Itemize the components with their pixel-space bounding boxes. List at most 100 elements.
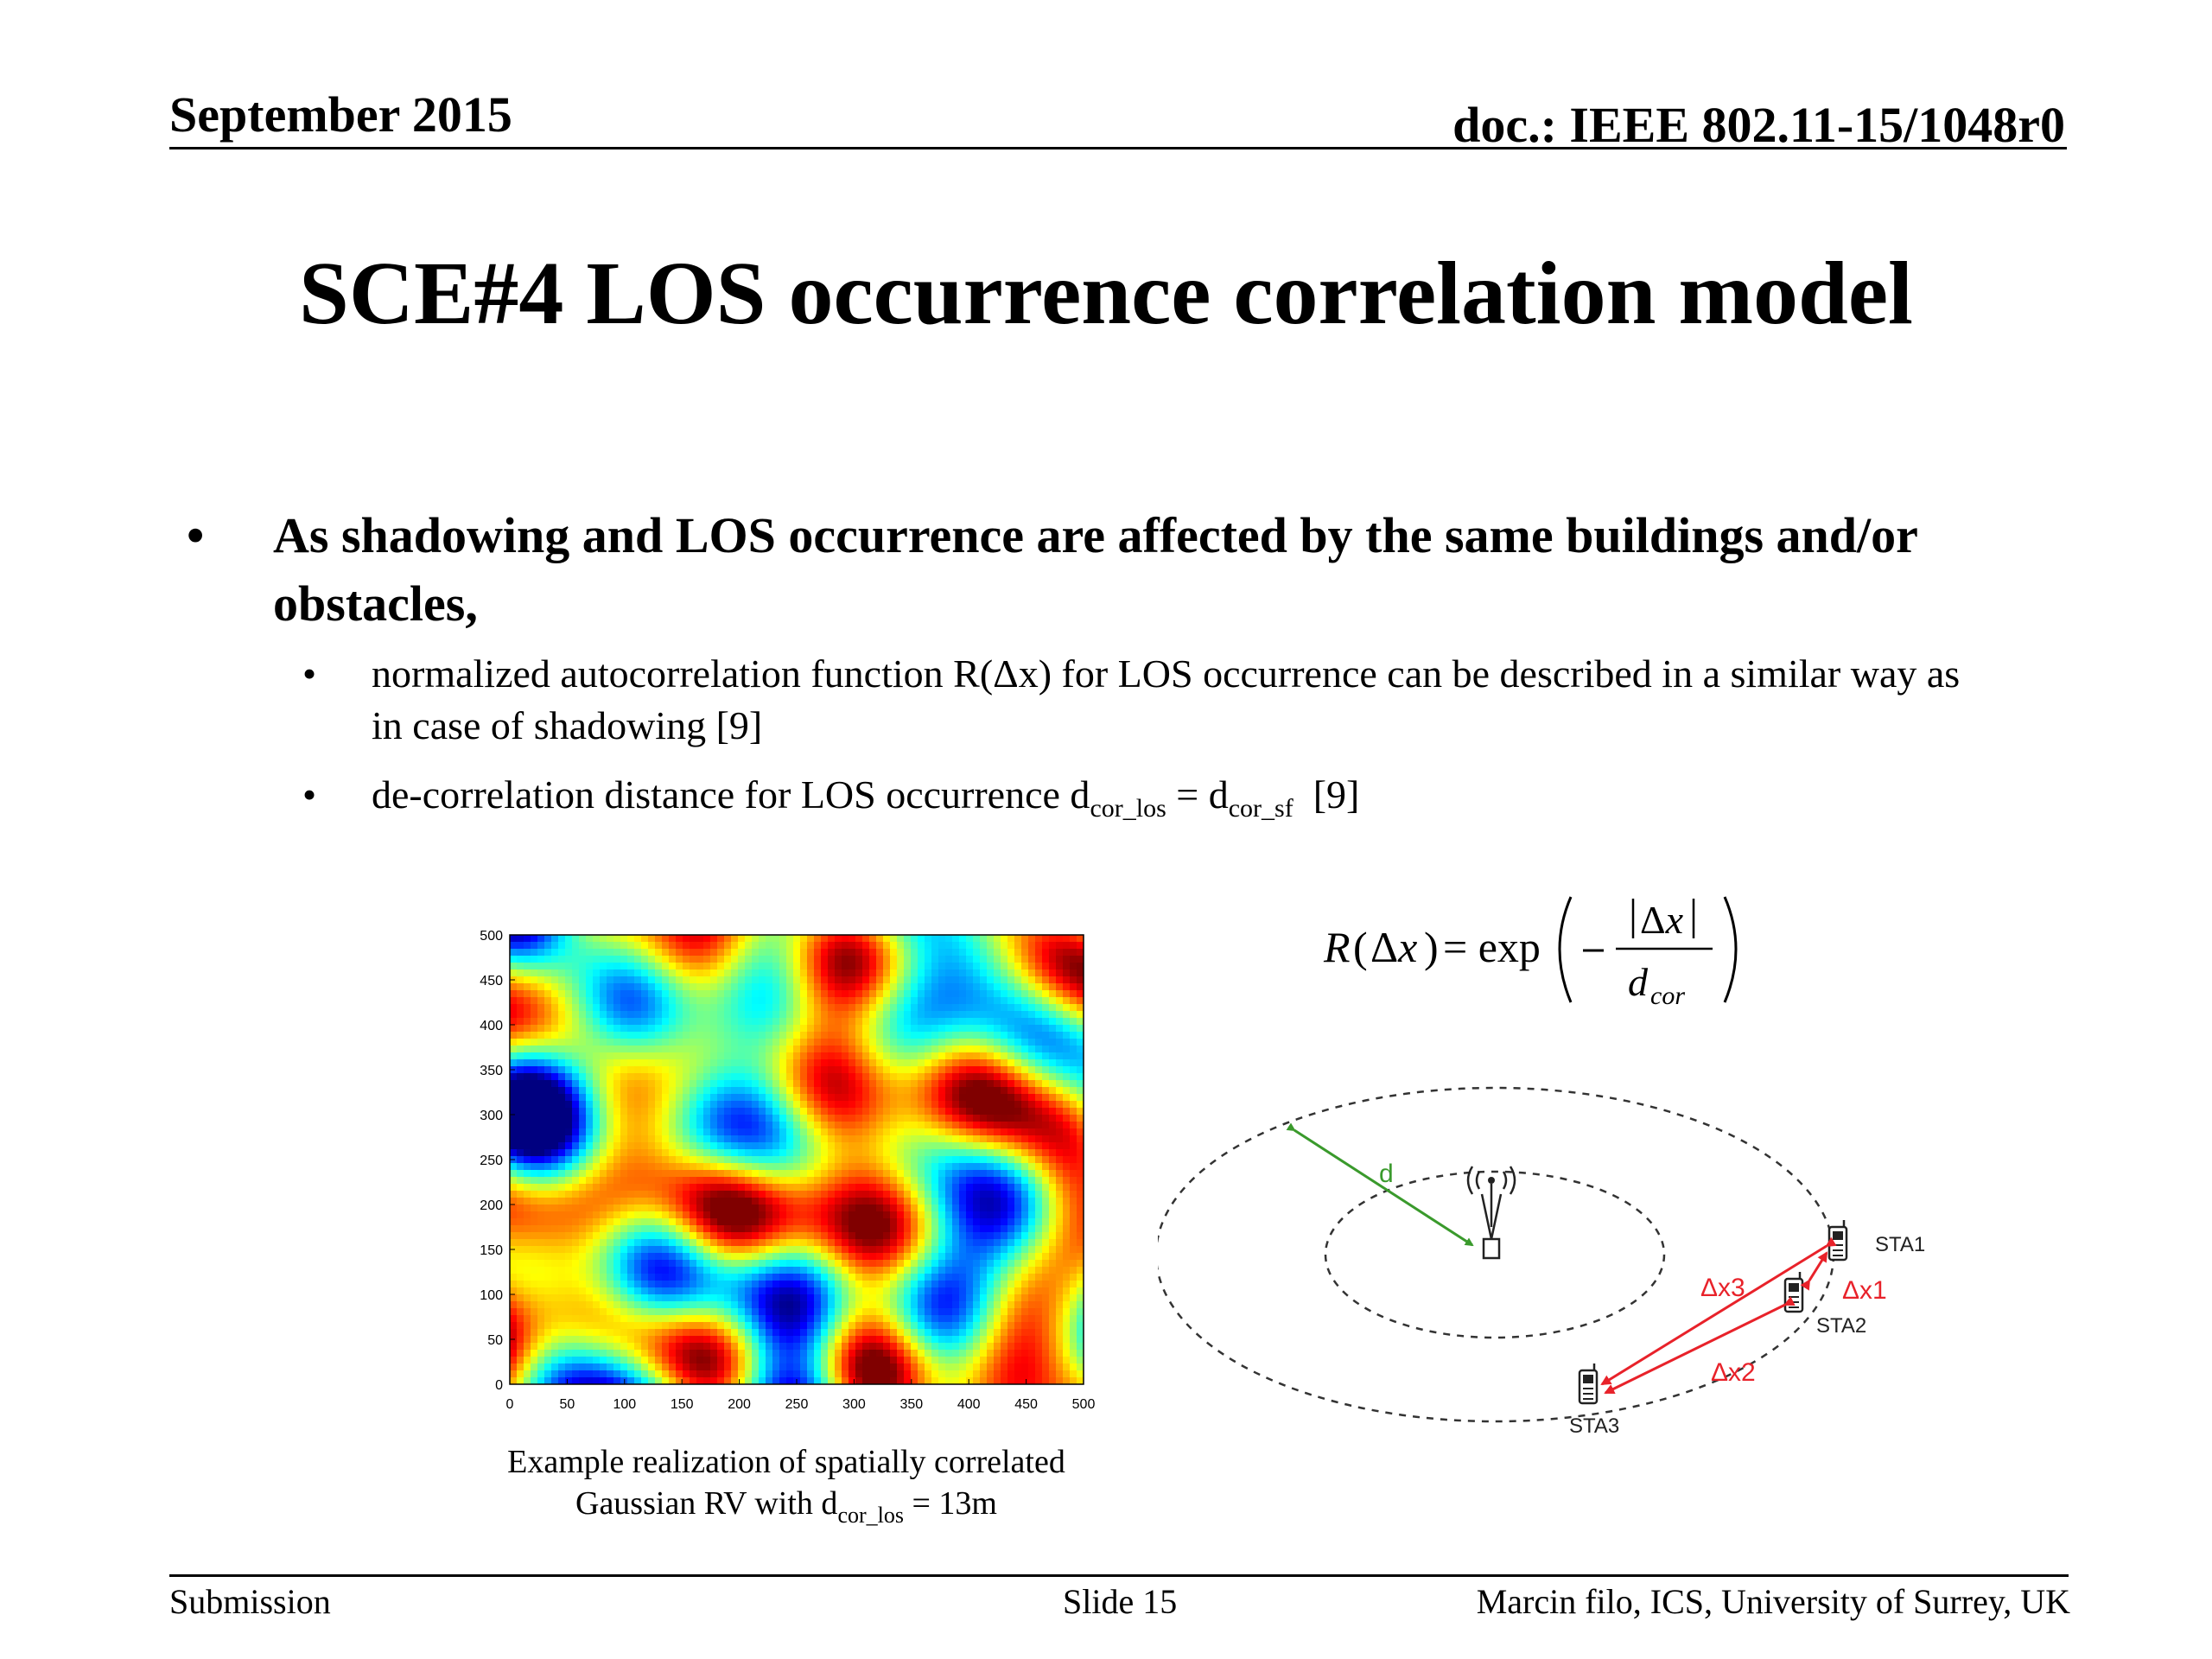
heatmap-cell (627, 1218, 634, 1225)
heatmap-cell (828, 1135, 835, 1142)
heatmap-cell (565, 1073, 572, 1080)
heatmap-cell (1063, 1004, 1070, 1011)
heatmap-cell (537, 935, 544, 942)
heatmap-cell (814, 1315, 821, 1322)
heatmap-cell (620, 1094, 627, 1101)
heatmap-cell (676, 1184, 683, 1191)
heatmap-cell (807, 1301, 814, 1308)
heatmap-cell (925, 1260, 931, 1267)
heatmap-cell (952, 942, 959, 949)
heatmap-cell (952, 1287, 959, 1294)
heatmap-cell (655, 1128, 662, 1135)
heatmap-cell (738, 1163, 745, 1170)
heatmap-cell (938, 1122, 945, 1128)
heatmap-cell (745, 1087, 752, 1094)
heatmap-cell (911, 963, 918, 969)
heatmap-cell (966, 1294, 973, 1301)
heatmap-cell (551, 983, 558, 990)
heatmap-cell (793, 1294, 800, 1301)
heatmap-cell (973, 1025, 980, 1032)
heatmap-cell (828, 1287, 835, 1294)
heatmap-cell (641, 1322, 648, 1329)
heatmap-cell (1021, 1205, 1028, 1211)
heatmap-cell (987, 1205, 994, 1211)
heatmap-cell (517, 1218, 524, 1225)
heatmap-cell (510, 935, 517, 942)
heatmap-cell (759, 983, 766, 990)
heatmap-cell (925, 1301, 931, 1308)
heatmap-cell (572, 1025, 579, 1032)
heatmap-cell (918, 1287, 925, 1294)
heatmap-cell (1077, 1239, 1084, 1246)
heatmap-cell (890, 956, 897, 963)
heatmap-cell (807, 1163, 814, 1170)
heatmap-cell (897, 1018, 904, 1025)
heatmap-cell (696, 983, 703, 990)
heatmap-cell (800, 1301, 807, 1308)
heatmap-cell (904, 983, 911, 990)
heatmap-cell (772, 942, 779, 949)
heatmap-cell (724, 1287, 731, 1294)
heatmap-cell (779, 1059, 786, 1066)
heatmap-cell (759, 1025, 766, 1032)
heatmap-cell (994, 1156, 1001, 1163)
heatmap-cell (793, 1301, 800, 1308)
heatmap-cell (945, 942, 952, 949)
heatmap-cell (786, 1225, 793, 1232)
heatmap-cell (1042, 1287, 1049, 1294)
heatmap-cell (1056, 1225, 1063, 1232)
heatmap-cell (593, 1087, 600, 1094)
heatmap-cell (1014, 1122, 1021, 1128)
heatmap-cell (987, 1322, 994, 1329)
heatmap-cell (876, 1198, 883, 1205)
heatmap-cell (620, 1260, 627, 1267)
heatmap-cell (627, 935, 634, 942)
heatmap-cell (1056, 1163, 1063, 1170)
heatmap-cell (662, 1046, 669, 1052)
heatmap-cell (931, 1170, 938, 1177)
heatmap-cell (904, 1149, 911, 1156)
heatmap-cell (786, 1267, 793, 1274)
heatmap-cell (883, 1101, 890, 1108)
heatmap-cell (676, 1108, 683, 1115)
heatmap-cell (544, 1294, 551, 1301)
heatmap-cell (600, 1329, 607, 1336)
heatmap-cell (821, 1287, 828, 1294)
heatmap-cell (510, 1142, 517, 1149)
heatmap-cell (918, 935, 925, 942)
heatmap-cell (959, 1156, 966, 1163)
heatmap-cell (1014, 1267, 1021, 1274)
heatmap-cell (627, 1094, 634, 1101)
heatmap-cell (1007, 1046, 1014, 1052)
heatmap-cell (662, 1301, 669, 1308)
heatmap-cell (662, 1315, 669, 1322)
heatmap-cell (779, 1004, 786, 1011)
heatmap-cell (821, 1080, 828, 1087)
heatmap-cell (662, 1122, 669, 1128)
heatmap-cell (759, 990, 766, 997)
heatmap-cell (1063, 1052, 1070, 1059)
heatmap-cell (1042, 1218, 1049, 1225)
heatmap-cell (994, 1294, 1001, 1301)
heatmap-cell (786, 1246, 793, 1253)
heatmap-cell (662, 1294, 669, 1301)
heatmap-cell (683, 1246, 690, 1253)
heatmap-cell (731, 1128, 738, 1135)
heatmap-cell (745, 1315, 752, 1322)
heatmap-cell (945, 1059, 952, 1066)
heatmap-cell (821, 1253, 828, 1260)
heatmap-cell (1001, 969, 1007, 976)
heatmap-cell (579, 1315, 586, 1322)
heatmap-cell (579, 1135, 586, 1142)
heatmap-cell (1042, 1198, 1049, 1205)
heatmap-cell (683, 1128, 690, 1135)
heatmap-cell (1077, 1329, 1084, 1336)
heatmap-cell (959, 997, 966, 1004)
heatmap-cell (531, 1018, 537, 1025)
heatmap-cell (793, 1039, 800, 1046)
heatmap-cell (897, 990, 904, 997)
heatmap-cell (648, 1115, 655, 1122)
heatmap-cell (648, 1108, 655, 1115)
heatmap-cell (897, 1135, 904, 1142)
heatmap-cell (537, 1087, 544, 1094)
